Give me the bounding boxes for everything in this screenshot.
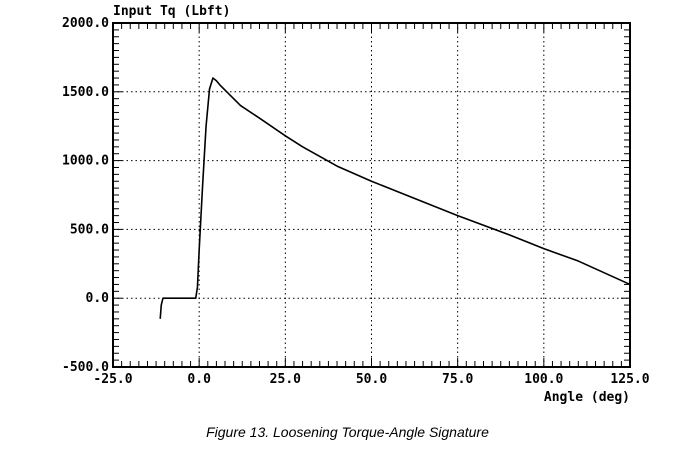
figure-caption: Figure 13. Loosening Torque-Angle Signat… [206, 424, 489, 440]
plot-frame [112, 22, 631, 368]
x-tick-label: 125.0 [610, 372, 649, 387]
x-tick-label: 50.0 [356, 372, 387, 387]
y-axis-title: Input Tq (Lbft) [113, 4, 230, 19]
y-tick-label: 1000.0 [62, 154, 109, 169]
y-tick-label: 1500.0 [62, 85, 109, 100]
y-tick-label: -500.0 [62, 360, 109, 375]
torque-angle-chart: -500.0 0.0 500.0 1000.0 1500.0 2000.0 -25.0 0.… [62, 4, 650, 405]
y-tick-label: 500.0 [70, 222, 109, 237]
series-line-torque [159, 77, 631, 319]
x-tick-label: 75.0 [442, 372, 473, 387]
x-tick-labels: -25.0 0.0 25.0 50.0 75.0 100.0 125.0 [93, 372, 649, 387]
grid-lines [113, 23, 630, 367]
y-tick-label: 0.0 [86, 291, 110, 306]
x-tick-label: 100.0 [524, 372, 563, 387]
x-axis-title: Angle (deg) [544, 390, 630, 405]
x-tick-label: 0.0 [187, 372, 211, 387]
y-tick-labels: -500.0 0.0 500.0 1000.0 1500.0 2000.0 [62, 16, 109, 375]
x-tick-label: -25.0 [93, 372, 132, 387]
x-tick-label: 25.0 [270, 372, 301, 387]
y-tick-label: 2000.0 [62, 16, 109, 31]
